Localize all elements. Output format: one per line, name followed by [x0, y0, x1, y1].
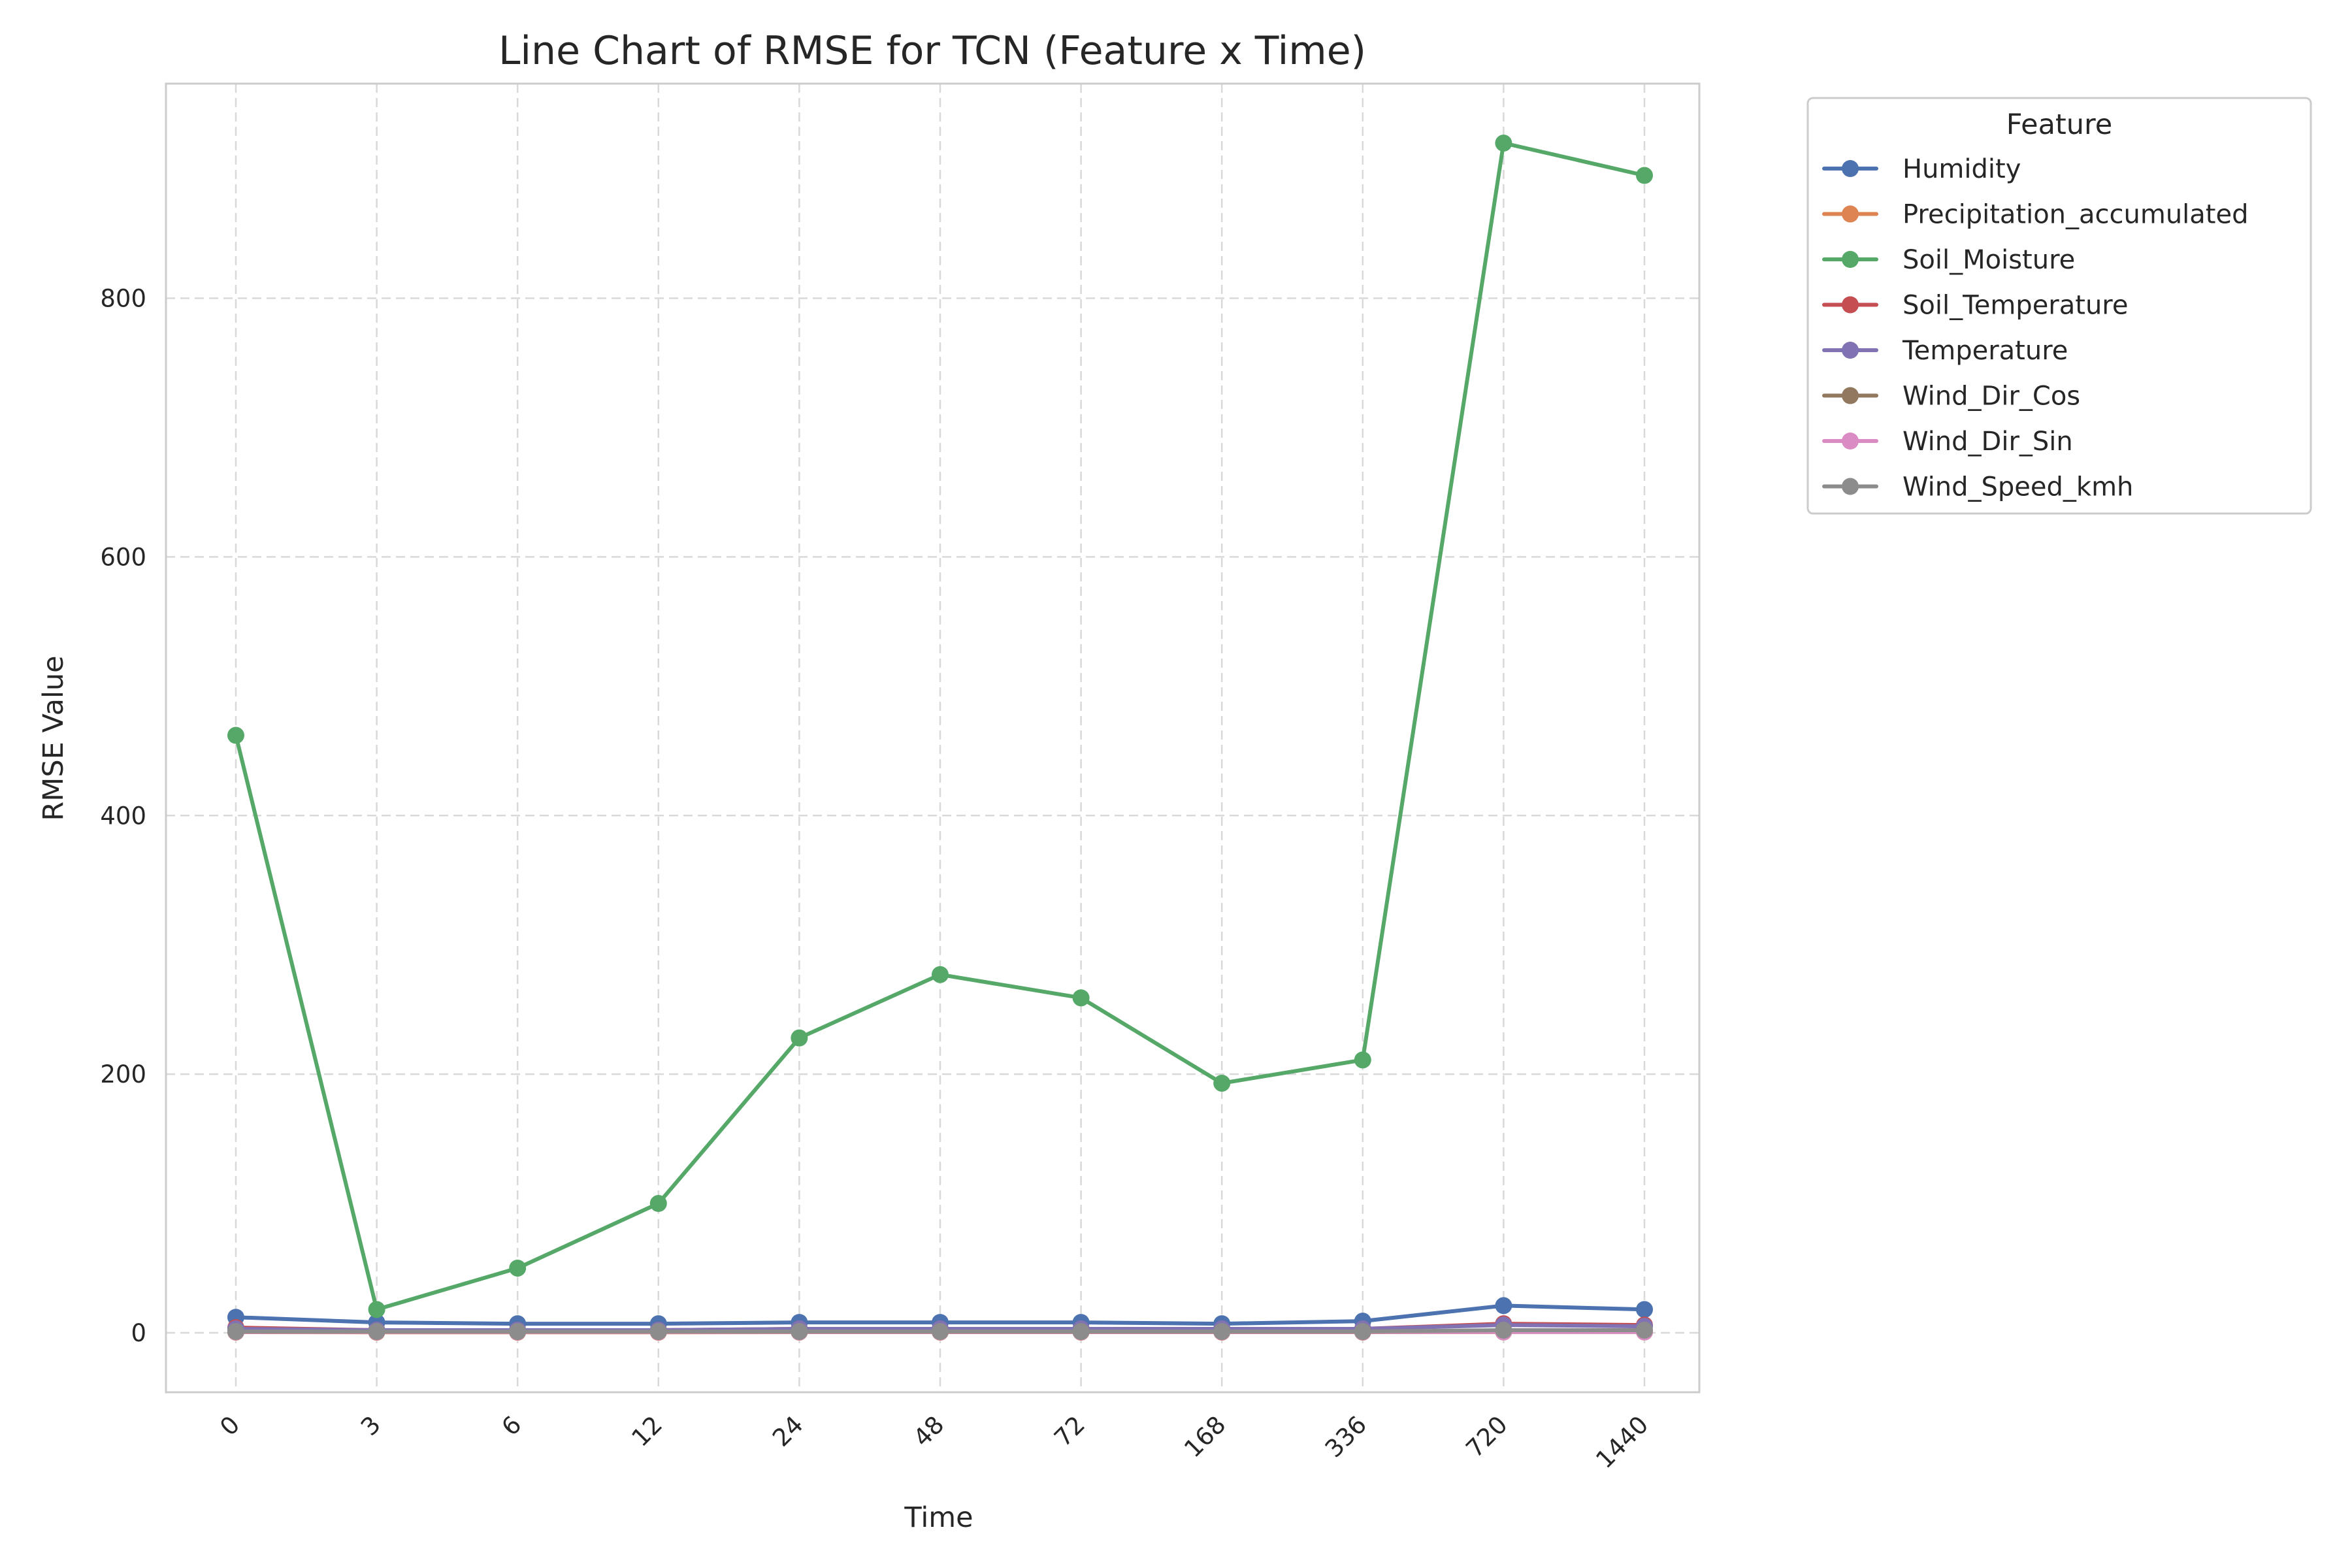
- series-soil-moisture: [227, 135, 1653, 1318]
- legend-label: Humidity: [1903, 154, 2021, 184]
- data-point-humidity: [1636, 1301, 1653, 1318]
- legend-label: Soil_Moisture: [1903, 245, 2075, 275]
- data-point-soil-moisture: [1072, 989, 1090, 1007]
- series-layer: [227, 135, 1653, 1341]
- data-point-soil-moisture: [649, 1195, 667, 1213]
- legend-swatch-marker: [1842, 205, 1859, 223]
- legend-swatch-marker: [1842, 478, 1859, 495]
- y-tick-label: 400: [100, 802, 146, 830]
- legend-swatch-marker: [1842, 387, 1859, 404]
- legend: Feature Humidity Precipitation_accumulate…: [1806, 97, 2312, 515]
- legend-label: Temperature: [1902, 336, 2068, 366]
- legend-item-temperature: Temperature: [1822, 336, 2068, 366]
- data-point-soil-moisture: [227, 727, 244, 744]
- legend-swatch-marker: [1842, 160, 1859, 177]
- data-point-soil-moisture: [791, 1029, 808, 1047]
- legend-item-humidity: Humidity: [1822, 154, 2021, 184]
- legend-swatch-marker: [1842, 433, 1859, 449]
- data-point-soil-moisture: [509, 1259, 527, 1277]
- chart-title: Line Chart of RMSE for TCN (Feature x Ti…: [498, 28, 1366, 74]
- legend-swatch-marker: [1842, 251, 1859, 268]
- data-point-soil-moisture: [1495, 135, 1512, 152]
- y-tick-label: 200: [100, 1060, 146, 1088]
- data-point-soil-moisture: [1636, 167, 1653, 184]
- legend-item-wind-speed-kmh: Wind_Speed_kmh: [1822, 472, 2133, 502]
- data-point-wind-speed-kmh: [1636, 1321, 1653, 1339]
- data-point-wind-speed-kmh: [368, 1322, 385, 1340]
- data-point-soil-moisture: [932, 966, 949, 983]
- data-point-soil-moisture: [1213, 1074, 1231, 1092]
- legend-box: [1806, 97, 2312, 515]
- data-point-wind-speed-kmh: [509, 1322, 527, 1340]
- data-point-wind-speed-kmh: [1354, 1322, 1371, 1340]
- data-point-wind-speed-kmh: [227, 1322, 244, 1340]
- data-point-soil-moisture: [1354, 1051, 1371, 1069]
- y-axis-label: RMSE Value: [37, 655, 70, 821]
- legend-item-wind-dir-sin: Wind_Dir_Sin: [1822, 427, 2073, 457]
- data-point-wind-speed-kmh: [1213, 1322, 1231, 1340]
- data-point-wind-speed-kmh: [932, 1322, 949, 1340]
- legend-item-wind-dir-cos: Wind_Dir_Cos: [1822, 382, 2080, 412]
- legend-label: Precipitation_accumulated: [1903, 200, 2249, 230]
- legend-title: Feature: [2006, 108, 2113, 141]
- data-point-wind-speed-kmh: [1495, 1321, 1512, 1339]
- data-point-humidity: [1495, 1297, 1512, 1315]
- legend-swatch-marker: [1842, 296, 1859, 314]
- data-point-wind-speed-kmh: [791, 1322, 808, 1340]
- legend-label: Wind_Dir_Cos: [1903, 382, 2080, 412]
- legend-swatch-marker: [1842, 342, 1859, 359]
- legend-label: Wind_Dir_Sin: [1903, 427, 2073, 457]
- y-axis: 0 200 400 600 800: [100, 285, 146, 1347]
- y-tick-label: 800: [100, 285, 146, 313]
- y-tick-label: 600: [100, 543, 146, 571]
- data-point-wind-speed-kmh: [649, 1322, 667, 1340]
- legend-item-precipitation-accumulated: Precipitation_accumulated: [1822, 200, 2249, 230]
- legend-item-soil-moisture: Soil_Moisture: [1822, 245, 2075, 275]
- data-point-soil-moisture: [368, 1301, 385, 1318]
- x-axis-label: Time: [904, 1501, 973, 1534]
- legend-item-soil-temperature: Soil_Temperature: [1822, 291, 2128, 321]
- data-point-wind-speed-kmh: [1072, 1322, 1090, 1340]
- y-tick-label: 0: [131, 1319, 146, 1347]
- plot-frame: [165, 82, 1701, 1394]
- series-wind-speed-kmh: [227, 1321, 1653, 1340]
- legend-label: Wind_Speed_kmh: [1903, 472, 2133, 502]
- legend-label: Soil_Temperature: [1903, 291, 2128, 321]
